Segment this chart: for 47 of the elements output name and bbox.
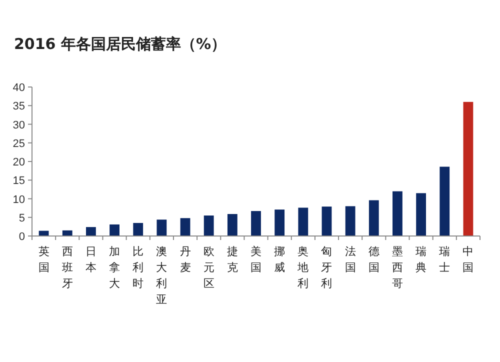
y-tick-label: 0 xyxy=(18,231,25,243)
bar xyxy=(227,214,238,236)
x-tick-label: 英国 xyxy=(38,245,50,274)
y-tick-label: 15 xyxy=(12,175,25,188)
bar xyxy=(133,222,144,236)
bar xyxy=(156,220,167,236)
x-tick-label: 丹麦 xyxy=(180,245,191,274)
y-tick-label: 20 xyxy=(12,156,25,168)
y-tick-label: 25 xyxy=(12,138,25,150)
x-tick-label: 法国 xyxy=(344,245,356,274)
y-tick-label: 35 xyxy=(12,100,25,113)
x-tick-label: 瑞士 xyxy=(439,245,450,274)
bar xyxy=(62,230,72,236)
x-tick-label: 墨西哥 xyxy=(392,245,403,290)
bar xyxy=(298,208,308,236)
bar xyxy=(86,227,96,236)
x-tick-label: 匈牙利 xyxy=(321,245,332,290)
bar xyxy=(204,216,214,236)
bar xyxy=(440,166,450,236)
x-tick-label: 中国 xyxy=(462,245,474,274)
bar xyxy=(322,206,332,236)
x-tick-label: 德国 xyxy=(368,245,380,274)
x-tick-label: 捷克 xyxy=(226,245,238,274)
bar xyxy=(416,193,426,236)
bar xyxy=(463,102,474,236)
y-tick-label: 40 xyxy=(12,82,25,94)
x-tick-label: 奥地利 xyxy=(296,245,309,290)
y-tick-label: 10 xyxy=(12,194,25,206)
x-tick-label: 欧元区 xyxy=(203,245,214,290)
y-tick-label: 5 xyxy=(18,212,25,224)
bar xyxy=(251,211,261,236)
bar xyxy=(274,210,285,236)
x-tick-label: 美国 xyxy=(250,245,262,274)
bar xyxy=(392,191,402,236)
x-tick-label: 澳大利亚 xyxy=(156,245,168,306)
x-tick-label: 瑞典 xyxy=(416,245,427,274)
bar xyxy=(180,218,190,236)
chart-title: 2016 年各国居民储蓄率（%） xyxy=(14,35,226,53)
x-tick-label: 加拿大 xyxy=(109,245,120,290)
x-tick-label: 西班牙 xyxy=(62,245,73,290)
bar xyxy=(368,200,379,236)
x-tick-label: 比利时 xyxy=(132,245,144,290)
bar xyxy=(345,206,356,236)
x-tick-label: 挪威 xyxy=(274,245,286,274)
bar xyxy=(110,224,120,236)
x-tick-label: 日本 xyxy=(85,245,96,274)
y-tick-label: 30 xyxy=(12,119,25,132)
